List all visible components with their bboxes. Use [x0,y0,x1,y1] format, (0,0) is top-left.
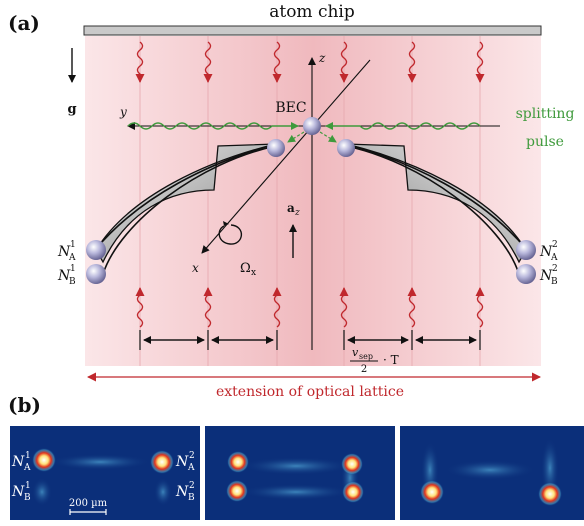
sep-denominator: 2 [361,364,367,375]
panel-a-label: (a) [8,11,40,35]
img-label-NB2-base: N [175,484,189,500]
label-NA1-base: N [57,244,71,260]
label-NB2-sup: 2 [552,264,558,274]
split-atom-left [267,139,285,157]
label-NB1-sub: B [69,277,76,287]
right-trajectory-A [345,143,528,251]
img-label-NA2: N A 2 [175,451,195,473]
bec-atom [303,117,321,135]
y-axis-label: y [119,105,127,119]
atom-chip-label: atom chip [269,2,355,22]
label-NA2-sub: A [550,253,558,263]
top-laser-beams [135,41,485,83]
gravity-label: g [67,102,76,117]
label-NA2-base: N [539,244,553,260]
spot-img2-A1 [227,451,249,473]
splitting-pulse-label-line2: pulse [526,134,564,150]
left-trajectory-B [102,145,277,275]
label-NB1: N B 1 [57,264,76,287]
left-trajectory-A [94,143,277,251]
x-axis-label: x [192,261,199,275]
label-NB2: N B 2 [539,264,558,287]
spot-NA2 [150,450,174,474]
label-NA1-sub: A [68,253,76,263]
img-label-NA2-sup: 2 [189,451,195,461]
label-NA1-sup: 1 [70,240,76,250]
bottom-laser-beams [135,287,485,328]
img-label-NB1: N B 1 [11,481,31,503]
atom-NA1 [86,240,106,260]
label-NA2: N A 2 [539,240,558,263]
splitting-pulse-label-line1: splitting [516,106,575,122]
spot-NA1 [32,448,56,472]
atom-NB1 [86,264,106,284]
spot-img3-B2 [538,482,562,506]
absorption-image-3 [400,426,584,520]
splitting-pulse-beams [127,122,481,130]
spot-img2-B1 [226,480,248,502]
rotation-arrow [218,224,243,245]
img-label-NA1-sup: 1 [25,451,31,461]
img-label-NA2-sub: A [187,463,195,473]
label-NB2-sub: B [551,277,558,287]
label-NA1: N A 1 [57,240,76,263]
x-axis [201,59,371,254]
atom-chip [83,25,542,36]
acceleration-sub: z [294,208,300,218]
sep-numerator: v [352,346,359,359]
img-label-NB1-base: N [11,484,25,500]
spot-img2-A2 [341,453,363,475]
panel-b-label: (b) [8,393,41,417]
sep-times: · T [383,353,399,367]
sep-numerator-sub: sep [359,352,373,361]
rotation-sub: x [251,268,256,278]
img-label-NA1: N A 1 [11,451,31,473]
momentum-kick-arrows [287,131,337,143]
rotation-arrowhead [223,221,229,226]
atom-NA2 [516,240,536,260]
right-trajectory-B [345,145,520,275]
bec-label: BEC [275,100,306,116]
img-label-NA1-sub: A [23,463,31,473]
img-label-NA2-base: N [175,454,189,470]
label-NA2-sup: 2 [552,240,558,250]
label-NB1-base: N [57,268,71,284]
absorption-image-1: N A 1 N B 1 N A 2 N B 2 200 µm [10,426,200,520]
spot-img3-B1 [420,480,444,504]
img-label-NB2: N B 2 [175,481,195,503]
spot-img2-B2 [342,481,364,503]
z-axis-label: z [318,51,326,65]
label-NB2-base: N [539,268,553,284]
lattice-spacing-arrows [139,330,481,350]
absorption-image-2 [205,426,395,520]
img-label-NB1-sub: B [24,493,31,503]
img-label-NB1-sup: 1 [25,481,31,491]
rotation-label: Ω [240,261,251,276]
atom-NB2 [516,264,536,284]
split-atom-right [337,139,355,157]
label-NB1-sup: 1 [70,264,76,274]
acceleration-label: a [287,201,295,215]
img-label-NA1-base: N [11,454,25,470]
lattice-extension-label: extension of optical lattice [216,384,404,400]
scale-bar-label: 200 µm [69,498,108,509]
img-label-NB2-sub: B [188,493,195,503]
img-label-NB2-sup: 2 [189,481,195,491]
separation-formula: v sep 2 · T [350,346,399,375]
